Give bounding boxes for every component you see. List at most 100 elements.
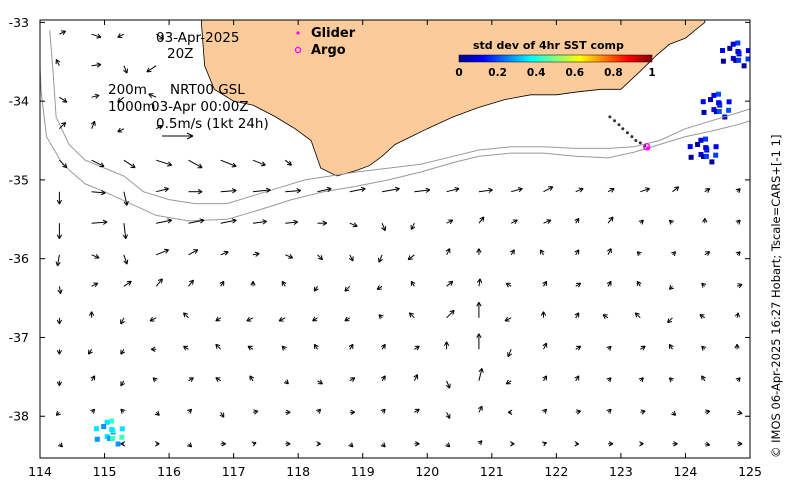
current-vector	[477, 440, 483, 446]
sst-pixel	[733, 57, 739, 63]
current-vector	[574, 249, 580, 256]
current-vector	[446, 219, 454, 225]
current-vector	[344, 316, 351, 322]
current-vector	[219, 412, 225, 418]
plot-frame	[39, 19, 751, 459]
current-vector	[575, 282, 582, 288]
current-vector	[188, 189, 203, 195]
current-vector	[380, 375, 386, 382]
current-vector	[188, 279, 194, 287]
current-vector	[540, 311, 547, 318]
current-vector	[120, 317, 125, 325]
y-tick-label: -38	[9, 409, 29, 424]
current-vector	[281, 345, 287, 351]
current-vector	[91, 62, 102, 68]
current-vector	[672, 441, 678, 447]
current-vector	[117, 33, 125, 38]
current-vector	[382, 186, 400, 193]
current-vector	[281, 280, 287, 287]
current-vector	[381, 223, 387, 232]
current-vector	[285, 253, 294, 259]
current-vector	[348, 343, 354, 350]
sst-pixel	[745, 48, 750, 54]
current-vector	[542, 408, 548, 414]
glider-point	[638, 141, 642, 145]
current-vector	[671, 251, 677, 257]
depth-1000m-label: 1000m	[108, 99, 156, 115]
current-vectors	[55, 30, 743, 448]
sst-pixel	[101, 424, 107, 429]
sst-pixel	[104, 419, 110, 425]
current-vector	[510, 219, 518, 225]
depth-200m-label: 200m	[108, 82, 147, 98]
x-tick-label: 115	[93, 464, 117, 479]
current-vector	[376, 285, 383, 290]
current-vector	[149, 316, 157, 322]
sst-pixel	[93, 426, 99, 432]
sst-pixel	[716, 91, 721, 97]
current-vector	[478, 368, 484, 381]
current-vector	[668, 284, 674, 290]
current-vector	[59, 159, 68, 169]
current-vector	[701, 282, 707, 288]
current-vector	[59, 96, 68, 103]
product-time-label: 03-Apr 00:00Z	[151, 99, 249, 115]
product-label: NRT00 GSL	[170, 82, 245, 98]
current-vector	[542, 375, 548, 382]
current-vector	[120, 380, 126, 387]
sst-pixel	[716, 109, 722, 114]
current-vector	[380, 408, 386, 414]
current-vector	[668, 343, 674, 350]
current-vector	[220, 441, 226, 447]
sst-pixel	[107, 436, 113, 441]
current-vector	[639, 441, 644, 447]
x-tick-label: 121	[480, 464, 504, 479]
current-vector	[220, 188, 237, 194]
current-vector	[380, 442, 386, 448]
glider-point	[630, 135, 634, 139]
sst-pixel	[726, 107, 732, 113]
current-vector	[446, 187, 460, 193]
current-vector	[349, 377, 356, 382]
sst-pixel	[716, 100, 722, 106]
current-vector	[284, 159, 292, 166]
current-vector	[735, 219, 741, 225]
current-vector	[183, 312, 189, 319]
x-tick-label: 116	[157, 464, 181, 479]
current-vector	[510, 441, 515, 447]
current-vector	[541, 441, 547, 447]
current-vector	[91, 33, 102, 39]
current-vector	[249, 375, 255, 382]
current-vector	[215, 377, 221, 382]
current-vector	[413, 374, 419, 382]
y-tick-label: -34	[9, 94, 29, 109]
current-vector	[408, 312, 415, 319]
current-vector	[446, 280, 454, 287]
sst-pixel	[701, 154, 706, 159]
current-vector	[414, 187, 431, 193]
current-vector	[123, 191, 129, 206]
current-vector	[188, 159, 203, 169]
current-vector	[606, 280, 612, 287]
current-vector	[187, 408, 193, 414]
current-vector	[59, 30, 67, 36]
current-vector	[117, 127, 125, 133]
current-vector	[734, 344, 740, 350]
current-vector	[671, 410, 677, 416]
current-vector	[215, 343, 222, 350]
date-label: 03-Apr-2025	[156, 30, 239, 46]
current-vector	[667, 317, 673, 324]
current-vector	[156, 159, 173, 167]
current-vector	[215, 316, 221, 322]
current-vector	[56, 349, 63, 355]
argo-marker-icon	[294, 46, 302, 54]
sst-pixel	[687, 144, 693, 150]
y-tick-label: -33	[9, 15, 29, 30]
current-vector	[504, 316, 512, 322]
current-vector	[317, 220, 328, 226]
current-vector	[252, 219, 267, 225]
current-vector	[640, 409, 646, 415]
current-vector	[672, 186, 680, 193]
current-vector	[247, 345, 254, 351]
current-vector	[507, 409, 513, 415]
